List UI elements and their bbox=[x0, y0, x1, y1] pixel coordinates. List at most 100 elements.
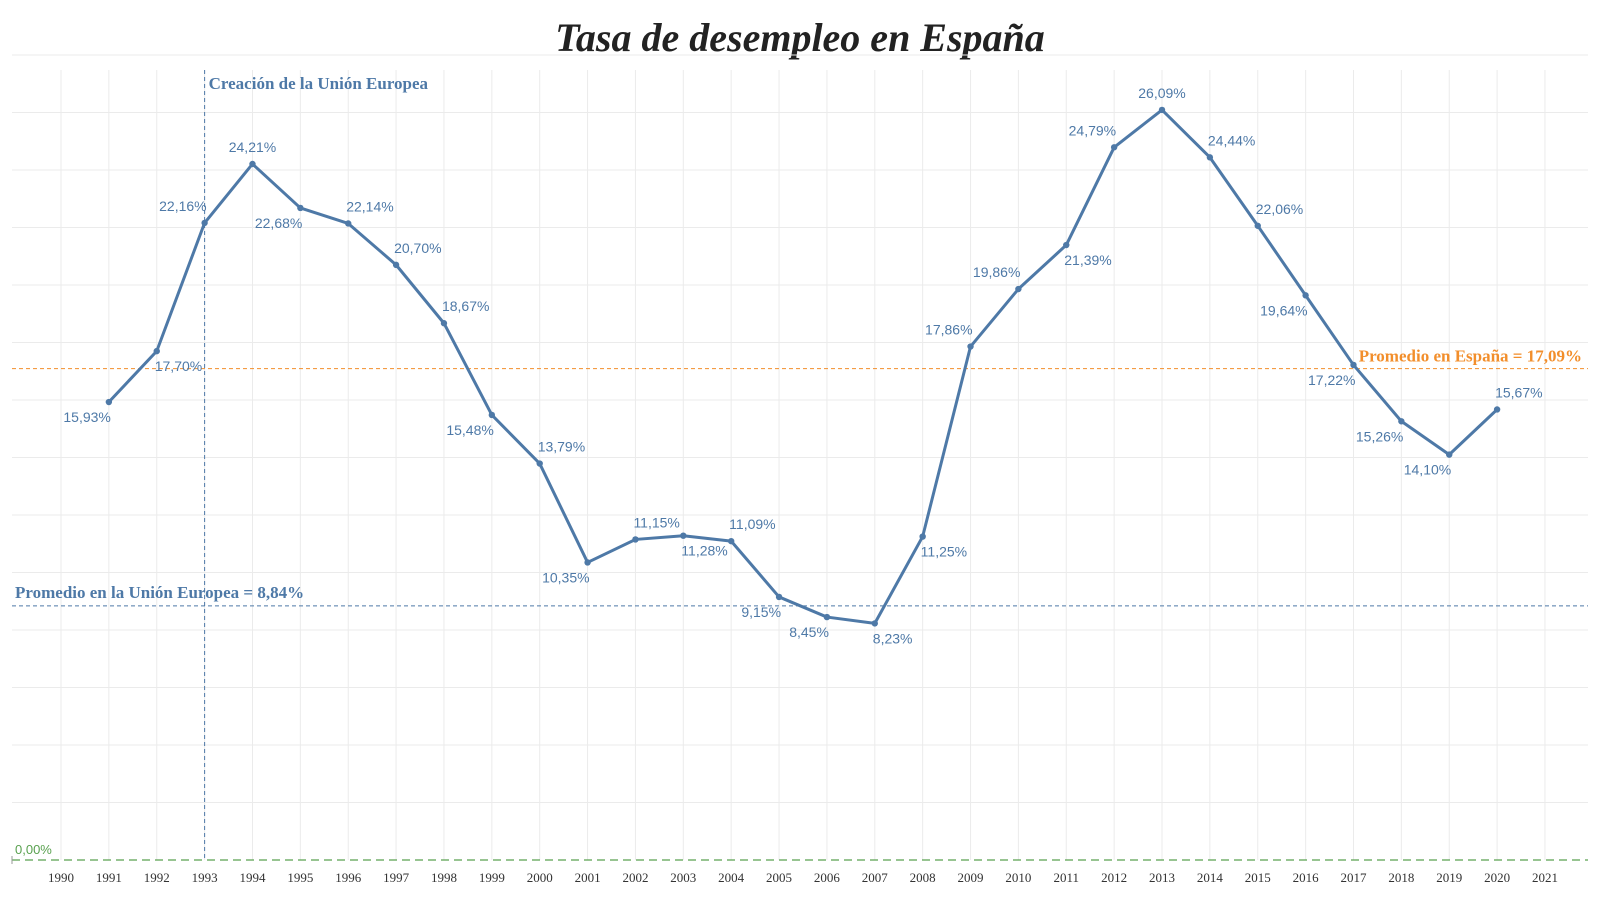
data-point bbox=[1063, 241, 1070, 249]
eu-creation-label: Creación de la Unión Europea bbox=[209, 74, 429, 93]
x-tick-label: 1994 bbox=[239, 870, 266, 885]
x-axis-tick-labels: 1990 1991 1992 1993 1994 1995 1996 1997 1998 1999… bbox=[11, 856, 1558, 885]
x-tick-label: 2021 bbox=[1532, 870, 1558, 885]
x-tick-label: 2013 bbox=[1149, 870, 1175, 885]
data-point bbox=[967, 343, 974, 350]
x-tick-label: 2005 bbox=[766, 870, 792, 885]
data-label: 24,44% bbox=[1208, 132, 1255, 148]
data-label: 8,45% bbox=[789, 624, 829, 640]
data-points bbox=[105, 106, 1501, 627]
data-point bbox=[775, 593, 783, 601]
data-label: 10,35% bbox=[542, 569, 589, 585]
x-tick-label: 1999 bbox=[479, 870, 505, 885]
x-tick-label: 1998 bbox=[431, 870, 457, 885]
series-unemployment bbox=[107, 108, 1499, 625]
data-label: 24,79% bbox=[1069, 122, 1116, 138]
spain-average-label: Promedio en España = 17,09% bbox=[1359, 347, 1582, 366]
data-point bbox=[823, 613, 831, 621]
eu-average-label: Promedio en la Unión Europea = 8,84% bbox=[15, 583, 304, 602]
data-label: 20,70% bbox=[394, 240, 441, 256]
data-label: 17,86% bbox=[925, 322, 972, 338]
data-point bbox=[1493, 406, 1501, 413]
data-point bbox=[1350, 361, 1357, 369]
data-label: 21,39% bbox=[1064, 252, 1111, 268]
x-tick-label: 1990 bbox=[48, 870, 74, 885]
data-point bbox=[1206, 154, 1214, 161]
x-tick-label: 2008 bbox=[910, 870, 936, 885]
data-label: 22,68% bbox=[255, 215, 302, 231]
data-point bbox=[536, 460, 543, 467]
x-tick-label: 2012 bbox=[1101, 870, 1127, 885]
data-label: 18,67% bbox=[442, 298, 489, 314]
data-point bbox=[297, 204, 304, 212]
data-point bbox=[392, 261, 400, 269]
data-point bbox=[680, 532, 687, 539]
data-label: 15,67% bbox=[1495, 384, 1542, 400]
data-label: 22,06% bbox=[1256, 201, 1303, 217]
data-point bbox=[584, 559, 591, 566]
data-label: 15,48% bbox=[446, 422, 493, 438]
data-point bbox=[1015, 285, 1022, 293]
x-tick-label: 2011 bbox=[1054, 870, 1080, 885]
data-label: 19,64% bbox=[1260, 302, 1307, 318]
data-label: 8,23% bbox=[873, 630, 913, 646]
data-label: 9,15% bbox=[741, 604, 781, 620]
data-point bbox=[345, 220, 352, 227]
data-point bbox=[632, 536, 639, 543]
vertical-gridlines bbox=[60, 70, 1546, 860]
data-label: 14,10% bbox=[1404, 462, 1451, 478]
zero-line-label: 0,00% bbox=[15, 842, 52, 857]
data-point bbox=[105, 398, 113, 406]
x-tick-label: 2014 bbox=[1197, 870, 1224, 885]
data-label: 22,16% bbox=[159, 198, 206, 214]
x-tick-label: 1997 bbox=[383, 870, 410, 885]
data-point bbox=[249, 160, 256, 168]
data-label: 17,70% bbox=[155, 358, 202, 374]
reference-lines: 0,00% Promedio en España = 17,09% Promedio… bbox=[12, 70, 1588, 861]
chart-title: Tasa de desempleo en España bbox=[555, 15, 1045, 60]
data-point bbox=[488, 411, 496, 419]
data-label: 11,25% bbox=[921, 544, 967, 560]
data-point bbox=[153, 347, 160, 355]
data-label: 11,28% bbox=[681, 543, 727, 559]
data-label: 11,09% bbox=[729, 516, 775, 532]
x-tick-label: 2001 bbox=[575, 870, 601, 885]
x-tick-label: 1991 bbox=[96, 870, 122, 885]
data-point bbox=[440, 320, 448, 327]
x-tick-label: 2007 bbox=[862, 870, 889, 885]
data-point bbox=[1110, 144, 1118, 151]
data-label: 15,93% bbox=[63, 409, 110, 425]
data-label: 22,14% bbox=[346, 198, 393, 214]
x-tick-label: 2010 bbox=[1005, 870, 1031, 885]
x-tick-label: 2017 bbox=[1340, 870, 1367, 885]
data-point bbox=[1158, 106, 1166, 114]
series-line bbox=[107, 108, 1499, 625]
data-point bbox=[1446, 451, 1453, 458]
x-tick-label: 2020 bbox=[1484, 870, 1510, 885]
data-point bbox=[919, 533, 926, 540]
data-label: 24,21% bbox=[229, 139, 276, 155]
x-tick-label: 2016 bbox=[1293, 870, 1320, 885]
data-label: 17,22% bbox=[1308, 372, 1355, 388]
data-point bbox=[1398, 418, 1405, 425]
data-labels: 15,93% 17,70% 22,16% 24,21% 22,68% 22,14% 20,7… bbox=[63, 85, 1542, 646]
data-point bbox=[1254, 222, 1261, 229]
x-tick-label: 2006 bbox=[814, 870, 841, 885]
data-label: 11,15% bbox=[633, 514, 679, 530]
x-tick-label: 1992 bbox=[144, 870, 170, 885]
data-point bbox=[1302, 292, 1309, 299]
data-point bbox=[871, 620, 878, 627]
x-tick-label: 2003 bbox=[670, 870, 696, 885]
data-label: 26,09% bbox=[1138, 85, 1185, 101]
x-tick-label: 1993 bbox=[192, 870, 218, 885]
x-tick-label: 1996 bbox=[335, 870, 362, 885]
horizontal-gridlines bbox=[12, 54, 1588, 803]
x-tick-label: 1995 bbox=[287, 870, 313, 885]
x-tick-label: 2002 bbox=[622, 870, 648, 885]
x-tick-label: 2018 bbox=[1388, 870, 1414, 885]
data-point bbox=[727, 537, 735, 545]
x-tick-label: 2000 bbox=[527, 870, 553, 885]
x-tick-label: 2009 bbox=[958, 870, 984, 885]
data-label: 13,79% bbox=[538, 439, 585, 455]
